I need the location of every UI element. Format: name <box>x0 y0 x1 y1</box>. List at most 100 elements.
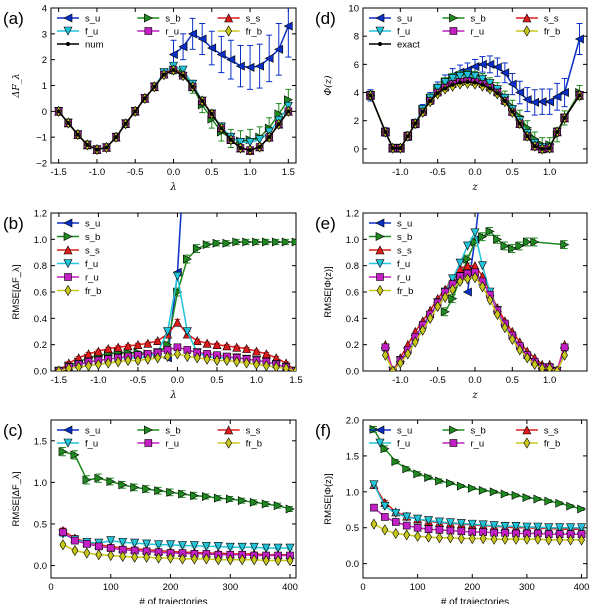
legend-marker <box>378 42 382 46</box>
panel-label: (e) <box>315 214 336 233</box>
data-point <box>512 533 520 545</box>
legend-item-s_b: s_b <box>57 232 100 243</box>
data-point <box>214 554 222 566</box>
legend-marker <box>144 27 153 35</box>
y-tick-label: 1.0 <box>346 235 359 246</box>
data-point <box>478 485 488 495</box>
x-tick-label: 0.0 <box>171 375 184 386</box>
data-point <box>142 484 152 494</box>
data-point <box>470 61 480 71</box>
data-point <box>248 148 253 153</box>
legend-marker <box>144 439 153 447</box>
data-point <box>144 353 152 365</box>
series-line <box>373 484 582 529</box>
data-point <box>553 365 561 371</box>
data-point <box>370 518 378 530</box>
legend-item-s_s: s_s <box>217 425 261 437</box>
data-point <box>118 537 128 547</box>
y-tick-label: 0.8 <box>34 261 47 272</box>
data-point <box>478 520 488 530</box>
data-point <box>59 539 67 551</box>
data-point <box>419 324 427 336</box>
data-point <box>103 343 113 353</box>
y-axis-label: RMSE[ΔF_λ] <box>11 265 22 320</box>
x-tick-label: -0.5 <box>127 167 143 178</box>
data-point <box>71 536 79 545</box>
data-point <box>413 523 422 532</box>
legend-label: fr_b <box>85 286 101 297</box>
series-r_u <box>381 268 569 371</box>
legend-item-num: num <box>57 40 104 51</box>
legend-label: s_b <box>470 14 485 25</box>
data-point <box>424 472 434 482</box>
x-tick-label: 400 <box>574 582 590 593</box>
data-point <box>254 61 264 71</box>
data-point <box>142 96 147 101</box>
data-point <box>480 82 485 87</box>
data-point <box>463 241 473 251</box>
data-point <box>467 519 477 529</box>
x-tick-label: 300 <box>222 582 238 593</box>
data-point <box>271 237 281 247</box>
data-point <box>281 237 291 247</box>
x-tick-label: 100 <box>103 582 119 593</box>
panel-label: (d) <box>315 9 336 28</box>
data-point <box>534 533 542 545</box>
x-tick-label: 400 <box>282 582 298 593</box>
data-point <box>212 238 222 248</box>
data-point <box>272 361 280 371</box>
series-line <box>369 81 581 150</box>
legend-item-s_b: s_b <box>369 232 412 243</box>
series-s_b <box>58 446 295 514</box>
data-point <box>262 237 272 247</box>
legend-item-s_u: s_u <box>57 426 100 437</box>
data-point <box>391 509 401 519</box>
data-point <box>209 111 214 116</box>
data-point <box>463 260 473 270</box>
data-point <box>485 79 495 89</box>
data-point <box>495 91 500 96</box>
legend-label: s_s <box>544 426 559 437</box>
data-point <box>398 146 403 151</box>
data-point <box>433 84 443 93</box>
data-point <box>383 130 388 134</box>
legend-marker <box>375 232 385 241</box>
data-point <box>525 134 530 139</box>
data-point <box>192 244 202 254</box>
data-point <box>531 358 539 370</box>
data-point <box>283 21 293 31</box>
legend-label: fr_b <box>246 439 262 450</box>
data-point <box>435 517 444 527</box>
plot-area <box>58 446 295 567</box>
legend-marker <box>225 25 233 37</box>
data-point <box>292 365 296 371</box>
data-point <box>276 122 281 127</box>
data-point <box>161 72 166 77</box>
data-point <box>465 79 470 84</box>
data-point <box>402 464 412 474</box>
series-f_u <box>369 480 587 533</box>
legend-item-fr_b: fr_b <box>217 25 262 38</box>
data-point <box>492 62 502 72</box>
y-tick-label: 0.0 <box>34 367 47 378</box>
data-point <box>130 482 140 492</box>
data-point <box>130 538 140 548</box>
data-point <box>369 480 379 490</box>
data-point <box>516 344 524 356</box>
series-line <box>58 65 289 151</box>
data-point <box>561 349 568 361</box>
legend-marker <box>375 26 385 36</box>
data-point <box>435 476 445 486</box>
legend-item-f_u: f_u <box>57 259 98 270</box>
data-point <box>511 490 521 500</box>
data-point <box>143 551 150 563</box>
data-point <box>420 109 425 114</box>
data-point <box>380 444 390 454</box>
series-fr_b <box>370 518 585 546</box>
legend-item-s_u: s_u <box>369 14 412 25</box>
legend-marker <box>375 425 385 435</box>
data-point <box>58 447 68 457</box>
y-axis-label: RMSE[ΔF_λ] <box>11 472 22 527</box>
data-point <box>114 356 122 368</box>
